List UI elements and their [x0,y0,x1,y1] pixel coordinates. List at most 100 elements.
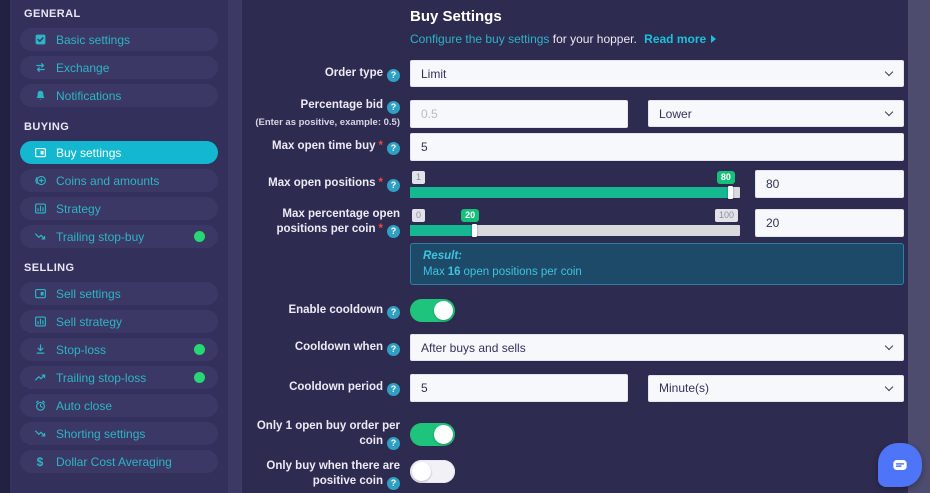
chat-widget-button[interactable] [878,443,922,487]
read-more-link[interactable]: Read more [644,32,707,46]
help-icon[interactable] [387,68,400,82]
slider-max-badge: 100 [714,209,738,223]
status-dot [194,231,205,242]
sidebar-item-buy-settings[interactable]: Buy settings [20,141,218,164]
max-open-positions-label: Max open positions * [242,176,410,193]
max-open-time-buy-input[interactable] [410,133,904,162]
help-icon[interactable] [387,225,400,239]
slider-track[interactable] [410,224,740,238]
sidebar-item-label: Shorting settings [56,426,146,441]
only-one-open-buy-order-row: Only 1 open buy order per coin [242,419,904,451]
bar-chart-icon [33,315,47,329]
sidebar-item-auto-close[interactable]: Auto close [20,394,218,417]
sidebar-divider [228,0,242,493]
toggle-knob [434,301,453,321]
help-icon[interactable] [387,437,400,451]
order-type-value: Limit [421,66,447,81]
slider-value-badge: 80 [716,170,735,184]
sidebar-item-coins-and-amounts[interactable]: Coins and amounts [20,169,218,192]
percentage-bid-row: Percentage bid (Enter as positive, examp… [242,98,904,129]
sidebar-item-label: Exchange [56,60,110,75]
bell-icon [33,89,47,103]
sidebar-item-label: Strategy [56,201,101,216]
status-dot [194,372,205,383]
slider-min-badge: 0 [412,209,426,223]
only-one-open-buy-order-label: Only 1 open buy order per coin [242,419,410,451]
only-buy-positive-label: Only buy when there are positive coin [242,459,410,491]
right-edge-strip [908,0,930,493]
max-pct-open-positions-input[interactable] [755,208,904,237]
sidebar-item-shorting-settings[interactable]: Shorting settings [20,422,218,445]
bar-chart-icon [33,202,47,216]
chevron-down-icon [884,342,894,351]
enable-cooldown-toggle[interactable] [410,299,455,323]
help-icon[interactable] [387,142,400,156]
help-icon[interactable] [387,383,400,397]
sidebar-item-sell-settings[interactable]: Sell settings [20,282,218,305]
max-open-positions-input[interactable] [755,170,904,199]
sidebar-section-selling: SELLING Sell settings Sell strategy Stop… [10,262,228,473]
sidebar-item-stop-loss[interactable]: Stop-loss [20,338,218,361]
help-icon[interactable] [387,179,400,193]
order-type-select[interactable]: Limit [410,60,904,87]
help-icon[interactable] [387,101,400,114]
sidebar-item-label: Basic settings [56,32,131,47]
trend-down-icon [33,427,47,441]
sidebar-item-basic-settings[interactable]: Basic settings [20,28,218,51]
slider-track[interactable] [410,185,740,199]
max-open-time-buy-row: Max open time buy * [242,133,904,162]
cooldown-period-unit-select[interactable]: Minute(s) [648,374,904,402]
trend-down-icon [33,230,47,244]
required-star: * [378,140,383,153]
percentage-bid-condition-select[interactable]: Lower [648,100,904,128]
sidebar-item-dollar-cost-averaging[interactable]: $ Dollar Cost Averaging [20,450,218,473]
sidebar-section-buying: BUYING Buy settings Coins and amounts St… [10,121,228,248]
chevron-down-icon [884,67,894,77]
help-icon[interactable] [387,305,400,319]
section-title-buying: BUYING [24,121,70,133]
max-open-positions-slider[interactable]: 1 80 [410,170,740,199]
sidebar-item-notifications[interactable]: Notifications [20,84,218,107]
result-value: 16 [447,266,461,279]
sidebar-item-label: Trailing stop-loss [56,370,147,385]
slider-handle[interactable] [472,224,478,238]
result-line: Max 16 open positions per coin [423,266,582,279]
cooldown-period-label: Cooldown period [242,380,410,397]
slider-handle[interactable] [728,185,734,199]
max-pct-open-positions-row: Max percentage open positions per coin * … [242,207,904,239]
order-type-row: Order type Limit [242,60,904,87]
trend-up-icon [33,371,47,385]
cooldown-period-input[interactable] [410,374,628,403]
cooldown-period-unit-value: Minute(s) [659,381,710,396]
sidebar-item-exchange[interactable]: Exchange [20,56,218,79]
max-pct-open-positions-slider[interactable]: 0 20 100 [410,209,740,238]
help-icon[interactable] [387,342,400,356]
cooldown-when-label: Cooldown when [242,340,410,356]
sidebar-item-trailing-stop-buy[interactable]: Trailing stop-buy [20,225,218,248]
subtitle-link[interactable]: Configure the buy settings [410,32,550,46]
sidebar-item-sell-strategy[interactable]: Sell strategy [20,310,218,333]
only-one-open-buy-order-toggle[interactable] [410,423,455,447]
sidebar-item-strategy[interactable]: Strategy [20,197,218,220]
left-edge-strip [0,0,10,493]
result-title: Result: [423,250,462,263]
enable-cooldown-row: Enable cooldown [242,299,904,323]
sidebar-item-label: Sell settings [56,286,121,301]
slider-fill [410,186,734,198]
help-icon[interactable] [387,477,400,491]
sidebar-item-trailing-stop-loss[interactable]: Trailing stop-loss [20,366,218,389]
toggle-knob [434,425,453,445]
settings-sidebar: GENERAL Basic settings Exchange Notifica… [10,0,228,493]
sidebar-item-label: Coins and amounts [56,173,160,188]
sidebar-item-label: Dollar Cost Averaging [56,454,172,469]
percentage-bid-input[interactable] [410,99,628,128]
page-title: Buy Settings [410,8,502,25]
arrow-right-icon [711,35,717,43]
sidebar-section-general: GENERAL Basic settings Exchange Notifica… [10,8,228,107]
result-row: Result: Max 16 open positions per coin [242,243,904,286]
cooldown-when-row: Cooldown when After buys and sells [242,334,904,362]
cooldown-when-select[interactable]: After buys and sells [410,334,904,362]
sidebar-item-label: Buy settings [56,145,122,160]
only-buy-positive-toggle[interactable] [410,460,455,484]
required-star: * [378,223,383,236]
